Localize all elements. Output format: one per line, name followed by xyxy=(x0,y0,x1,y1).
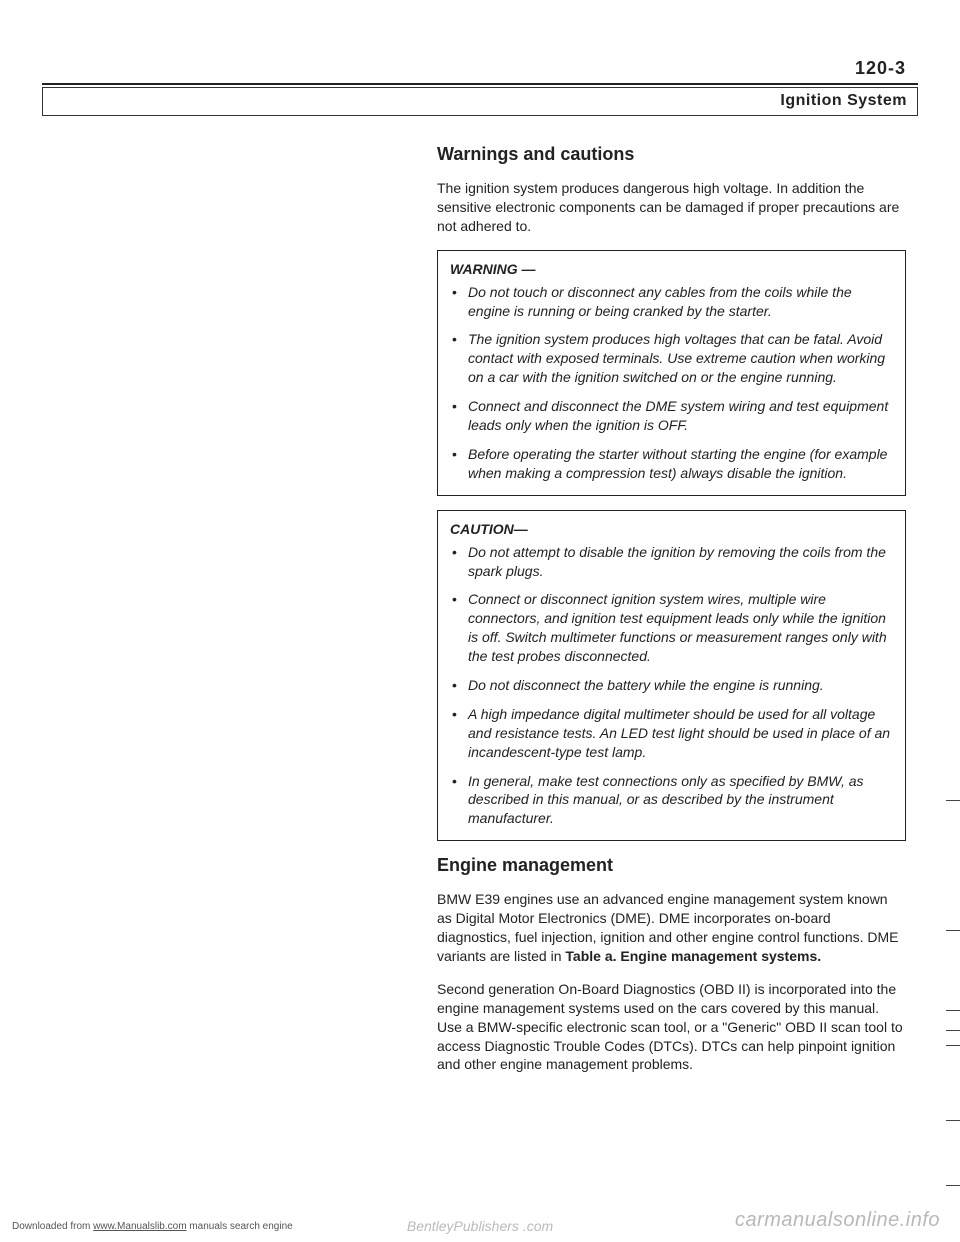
tick xyxy=(946,800,960,801)
caution-item: Do not disconnect the battery while the … xyxy=(450,676,893,695)
caution-item: Connect or disconnect ignition system wi… xyxy=(450,590,893,666)
table-reference: Table a. Engine management systems. xyxy=(565,948,821,964)
caution-box: CAUTION— Do not attempt to disable the i… xyxy=(437,510,906,842)
engine-para-2: Second generation On-Board Diagnostics (… xyxy=(437,980,906,1074)
warning-item: Connect and disconnect the DME system wi… xyxy=(450,397,893,435)
footer-text: Downloaded from www.Manualslib.com manua… xyxy=(12,1221,293,1232)
footer-link[interactable]: www.Manualslib.com xyxy=(93,1221,186,1232)
caution-item: In general, make test connections only a… xyxy=(450,772,893,829)
tick xyxy=(946,1045,960,1046)
warnings-heading: Warnings and cautions xyxy=(437,144,906,165)
tick xyxy=(946,1185,960,1186)
page-number: 120-3 xyxy=(42,58,918,79)
warning-box: WARNING — Do not touch or disconnect any… xyxy=(437,250,906,496)
warning-title: WARNING — xyxy=(450,261,893,277)
tick xyxy=(946,930,960,931)
warnings-intro: The ignition system produces dangerous h… xyxy=(437,179,906,236)
warning-item: Before operating the starter without sta… xyxy=(450,445,893,483)
edge-tick-marks xyxy=(946,690,960,1190)
footer-suffix: manuals search engine xyxy=(187,1221,293,1232)
tick xyxy=(946,1030,960,1031)
tick xyxy=(946,1010,960,1011)
section-header: Ignition System xyxy=(42,87,918,116)
caution-title: CAUTION— xyxy=(450,521,893,537)
warning-list: Do not touch or disconnect any cables fr… xyxy=(450,283,893,483)
caution-item: Do not attempt to disable the ignition b… xyxy=(450,543,893,581)
caution-item: A high impedance digital multimeter shou… xyxy=(450,705,893,762)
content-column: Warnings and cautions The ignition syste… xyxy=(437,144,918,1074)
footer-prefix: Downloaded from xyxy=(12,1221,93,1232)
tick xyxy=(946,1120,960,1121)
engine-heading: Engine management xyxy=(437,855,906,876)
engine-para-1: BMW E39 engines use an advanced engine m… xyxy=(437,890,906,966)
warning-item: Do not touch or disconnect any cables fr… xyxy=(450,283,893,321)
caution-list: Do not attempt to disable the ignition b… xyxy=(450,543,893,829)
top-rule xyxy=(42,83,918,85)
watermark-publisher: BentleyPublishers .com xyxy=(407,1219,553,1234)
warning-item: The ignition system produces high voltag… xyxy=(450,330,893,387)
watermark-site: carmanualsonline.info xyxy=(735,1209,940,1232)
